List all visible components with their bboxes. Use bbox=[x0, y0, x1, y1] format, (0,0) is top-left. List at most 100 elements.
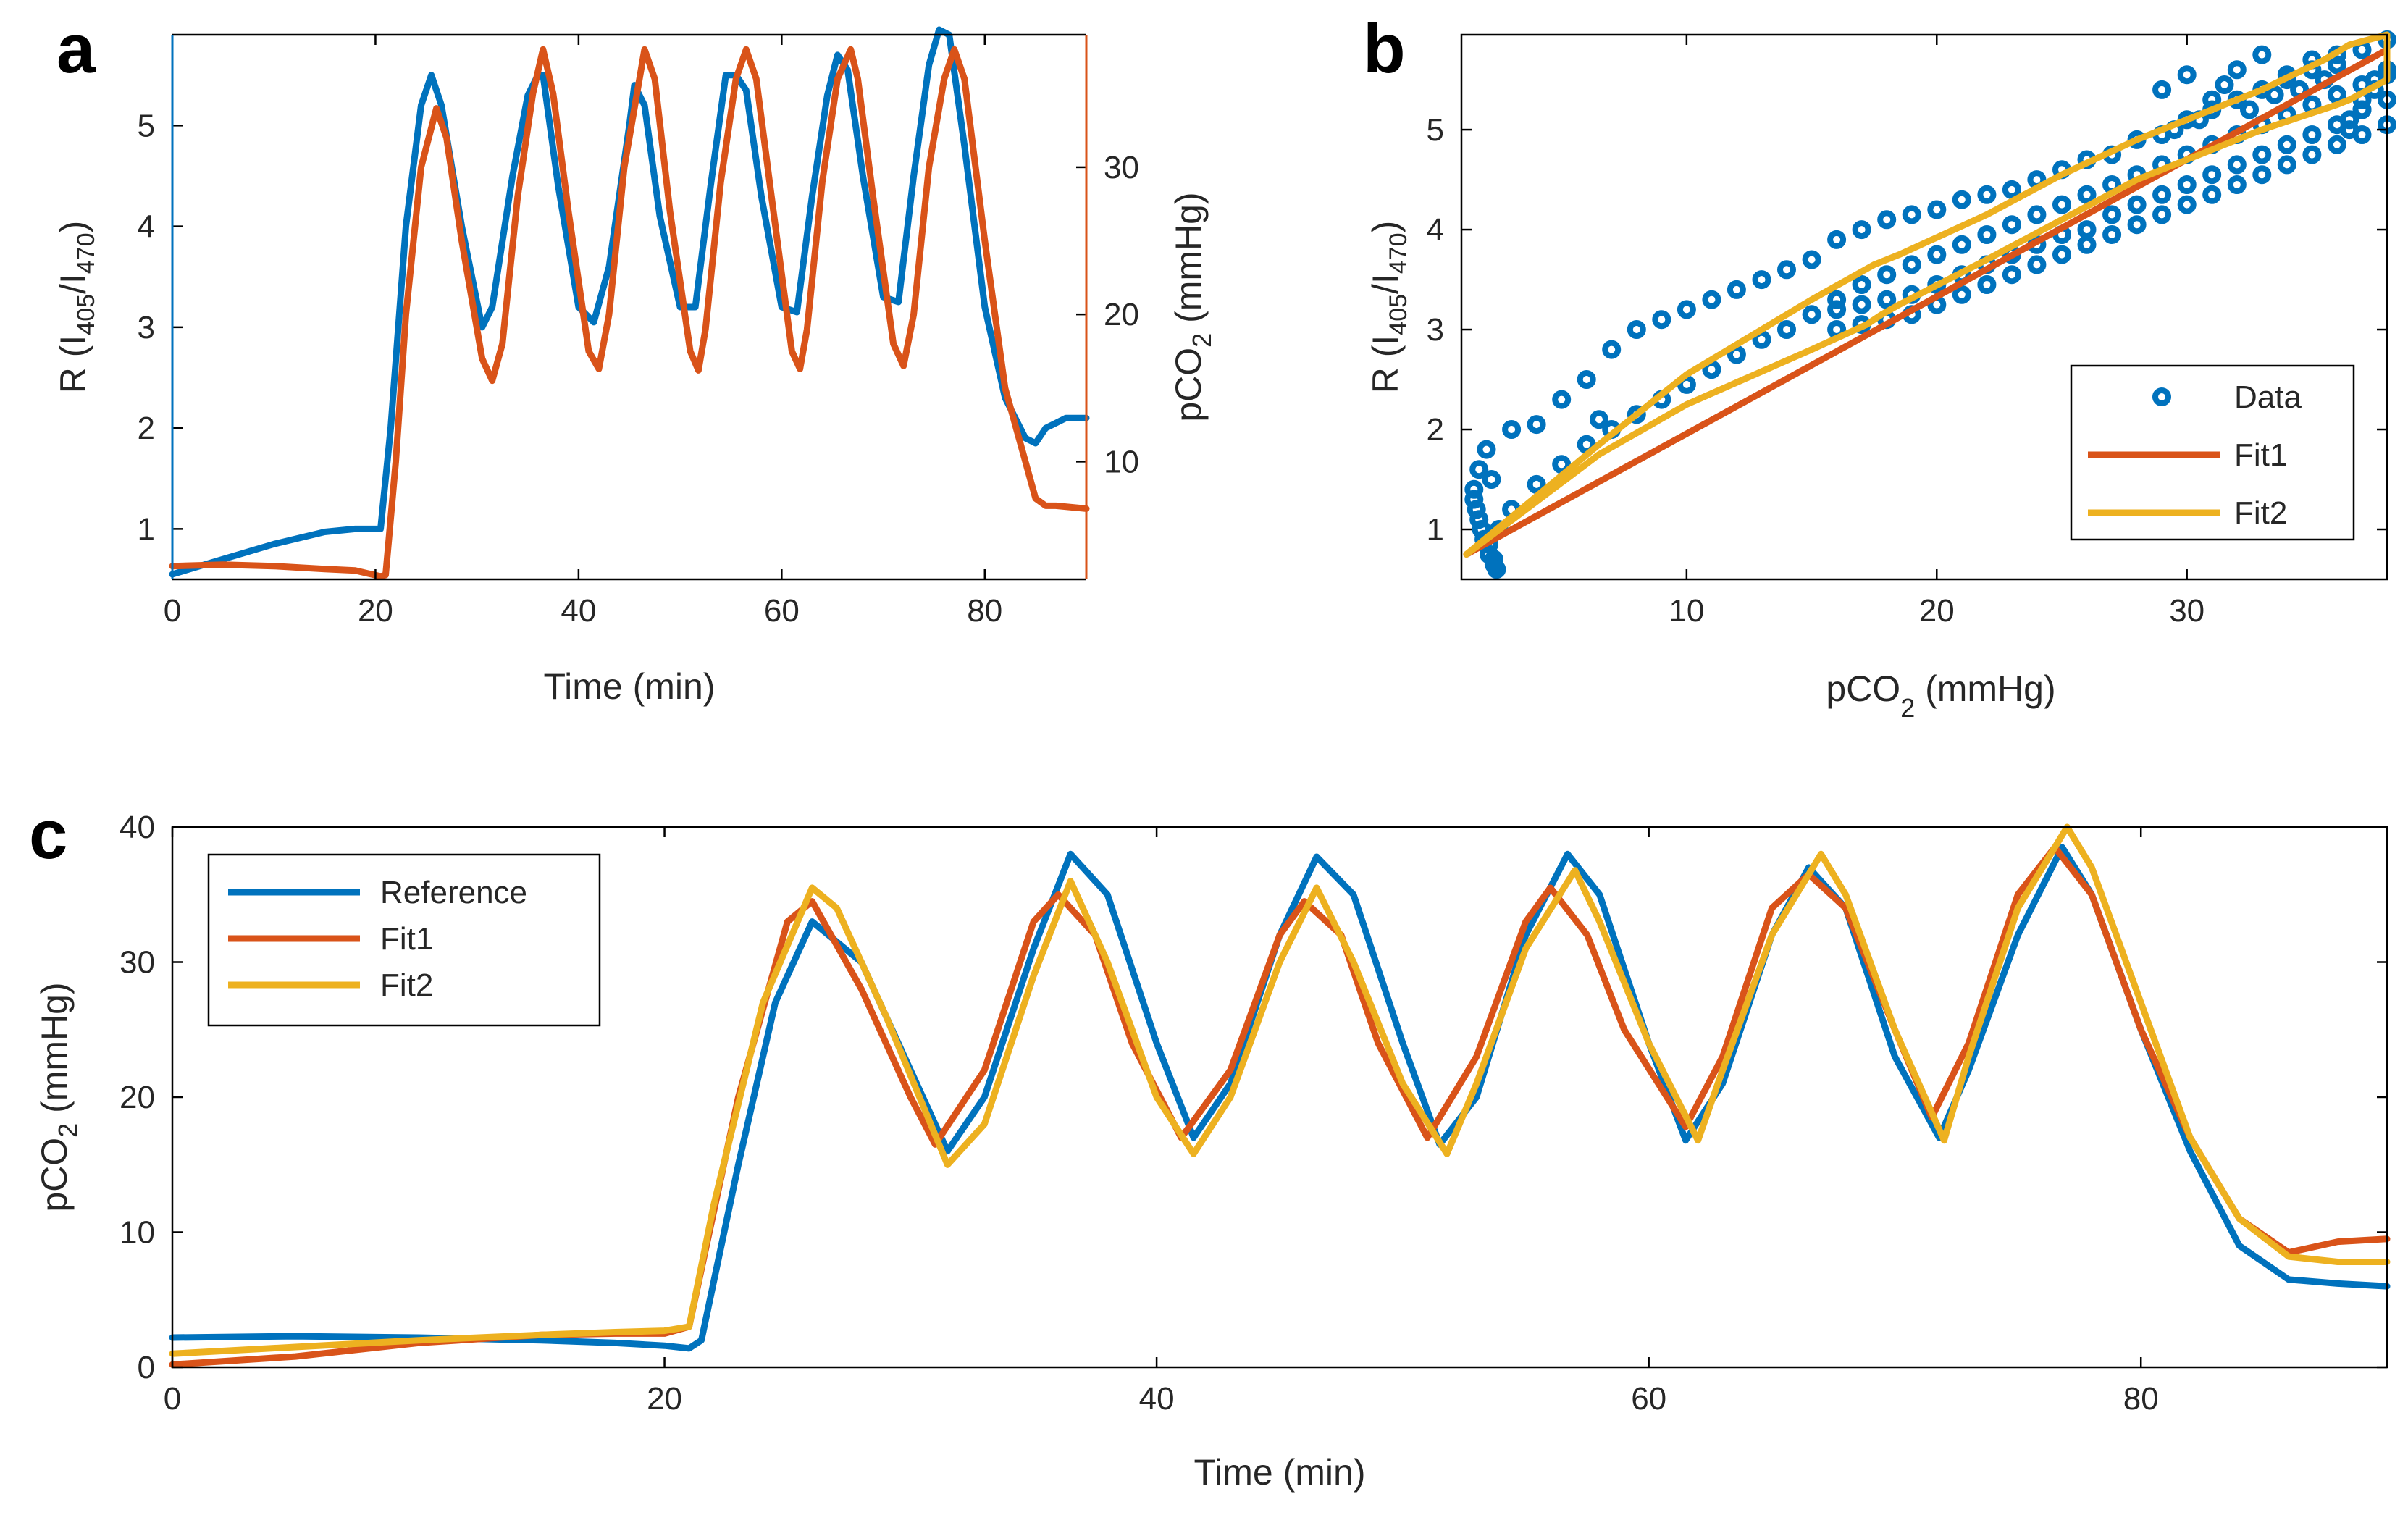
panel-a-right-ytick-label: 10 bbox=[1104, 444, 1139, 479]
data-point bbox=[2202, 185, 2222, 204]
data-point bbox=[2127, 195, 2147, 214]
data-point bbox=[1902, 255, 1921, 274]
panel-b-ylabel: R (I405/I470) bbox=[1365, 221, 1412, 393]
panel-a-ylabel-left-part2: /I bbox=[53, 274, 93, 294]
panel-c: c 0 20 40 60 80 0 10 20 30 40 Time (min) pCO2 (mm… bbox=[29, 796, 2391, 1493]
fit2-loop bbox=[1463, 31, 2391, 558]
panel-b-xlabel-sub: 2 bbox=[1900, 693, 1915, 723]
panel-c-ytick-label: 40 bbox=[119, 810, 155, 845]
data-point bbox=[2252, 165, 2272, 185]
data-point bbox=[2177, 175, 2197, 194]
data-point bbox=[2102, 225, 2122, 244]
data-point bbox=[2177, 65, 2197, 85]
data-point bbox=[1952, 285, 1971, 304]
panel-a-left-ytick-label: 2 bbox=[138, 411, 155, 446]
data-point bbox=[1602, 340, 1622, 359]
data-point bbox=[2202, 165, 2222, 185]
panel-c-xlabel: Time (min) bbox=[1193, 1452, 1365, 1493]
legend-fit1-label: Fit1 bbox=[380, 921, 433, 957]
panel-c-ytick-label: 30 bbox=[119, 945, 155, 981]
data-point bbox=[1464, 479, 1484, 499]
data-point bbox=[2227, 175, 2247, 194]
panel-c-xtick-label: 20 bbox=[647, 1381, 682, 1417]
panel-c-xtick-label: 0 bbox=[164, 1381, 181, 1417]
data-point bbox=[2340, 110, 2359, 130]
data-point bbox=[1469, 460, 1489, 479]
panel-c-xtick-label: 40 bbox=[1139, 1381, 1175, 1417]
data-point bbox=[1877, 210, 1897, 230]
panel-c-ylabel: pCO2 (mmHg) bbox=[34, 982, 83, 1212]
data-point bbox=[1527, 415, 1546, 435]
panel-c-ylabel-sub: 2 bbox=[53, 1123, 83, 1138]
data-point bbox=[2077, 235, 2097, 254]
panel-c-axes-box bbox=[171, 826, 2388, 1369]
panel-b-ytick-label: 1 bbox=[1427, 512, 1444, 547]
panel-a-ylabel-left-part3: ) bbox=[53, 221, 93, 233]
data-point bbox=[1702, 290, 1721, 309]
data-point bbox=[1482, 470, 1501, 489]
data-point bbox=[2327, 55, 2346, 75]
panel-a-ticks: 0 20 40 60 80 1 2 3 4 5 10 20 30 bbox=[138, 35, 1139, 629]
panel-a-right-ytick-label: 30 bbox=[1104, 150, 1139, 185]
panel-c-xtick-label: 80 bbox=[2123, 1381, 2159, 1417]
panel-b-xtick-label: 20 bbox=[1919, 593, 1955, 629]
panel-b-xlabel: pCO2 (mmHg) bbox=[1826, 668, 2055, 723]
panel-a-left-ytick-label: 3 bbox=[138, 310, 155, 345]
panel-b-ylabel-sub2: 470 bbox=[1385, 232, 1412, 274]
panel-c-ytick-label: 0 bbox=[138, 1350, 155, 1385]
panel-b-ylabel-part2: /I bbox=[1365, 274, 1406, 294]
data-point bbox=[1952, 235, 1971, 254]
data-point bbox=[1477, 440, 1496, 459]
data-point bbox=[2352, 100, 2372, 119]
data-point bbox=[1777, 320, 1796, 339]
panel-c-ylabel-part1: pCO bbox=[34, 1138, 75, 1212]
data-point bbox=[1577, 370, 1596, 389]
data-point bbox=[1802, 305, 1821, 324]
data-point bbox=[1627, 320, 1646, 339]
data-point bbox=[2327, 135, 2346, 154]
data-point bbox=[2227, 155, 2247, 175]
data-point bbox=[2027, 255, 2047, 274]
data-point bbox=[2277, 155, 2296, 175]
data-point bbox=[2215, 75, 2234, 94]
data-point bbox=[1627, 405, 1646, 424]
data-point bbox=[1852, 275, 1871, 294]
data-point bbox=[2002, 265, 2021, 285]
data-point bbox=[2227, 60, 2247, 80]
panel-c-ytick-label: 10 bbox=[119, 1215, 155, 1251]
panel-b-ytick-label: 2 bbox=[1427, 412, 1444, 448]
data-point bbox=[1827, 300, 1847, 319]
panel-b-ticks: 10 20 30 1 2 3 4 5 bbox=[1427, 35, 2387, 629]
data-point bbox=[2202, 90, 2222, 109]
data-point bbox=[1952, 190, 1971, 209]
data-point bbox=[1877, 290, 1897, 309]
data-point bbox=[2152, 205, 2172, 224]
data-point bbox=[2240, 100, 2259, 119]
data-point bbox=[1802, 250, 1821, 269]
fit1-line bbox=[1463, 46, 2391, 558]
panel-a-letter: a bbox=[56, 10, 96, 88]
data-point bbox=[1590, 410, 1608, 429]
panel-b-ylabel-part3: ) bbox=[1365, 221, 1406, 233]
data-point bbox=[1552, 390, 1572, 409]
panel-b-axes-box bbox=[1460, 33, 2388, 581]
data-point bbox=[1472, 520, 1491, 539]
data-point bbox=[1752, 270, 1771, 290]
data-point bbox=[2152, 185, 2172, 204]
data-point bbox=[1852, 220, 1871, 240]
data-point bbox=[1652, 310, 1671, 330]
data-point bbox=[1777, 260, 1796, 280]
data-point bbox=[1727, 280, 1746, 299]
data-point bbox=[1902, 205, 1921, 224]
panel-b-legend: Data Fit1 Fit2 bbox=[2070, 364, 2355, 541]
legend-reference-label: Reference bbox=[380, 875, 527, 910]
data-point bbox=[1502, 420, 1522, 439]
panel-b-ylabel-part1: R (I bbox=[1365, 335, 1406, 394]
panel-c-series-reference bbox=[169, 844, 2391, 1352]
panel-a-ylabel-right-part1: pCO bbox=[1168, 348, 1209, 422]
data-point bbox=[1927, 200, 1947, 219]
data-point bbox=[2027, 205, 2047, 224]
data-point bbox=[1927, 245, 1947, 264]
panel-a-ylabel-left: R (I405/I470) bbox=[53, 221, 100, 393]
